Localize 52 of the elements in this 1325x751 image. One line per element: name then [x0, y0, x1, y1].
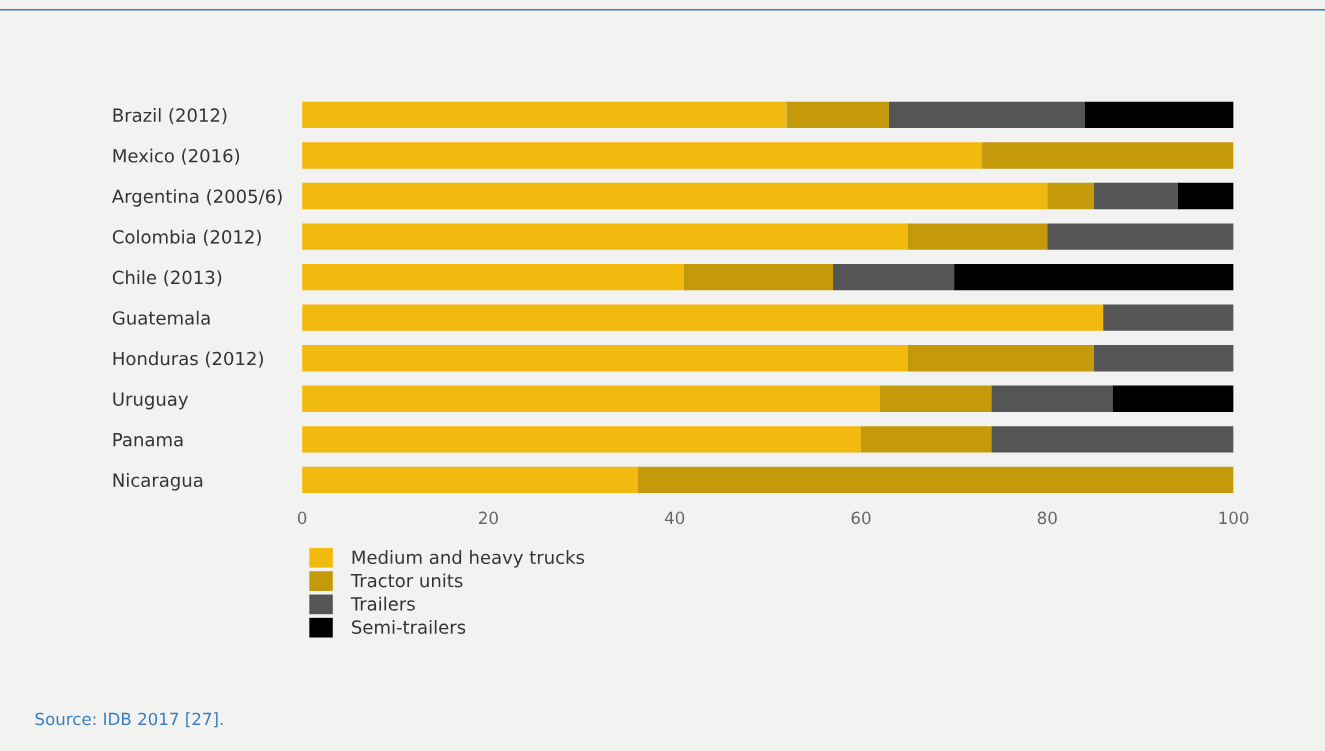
bar: [302, 385, 880, 412]
y-tick-label: Argentina (2005/6): [111, 189, 282, 207]
bar: [302, 101, 787, 129]
bar: [302, 263, 684, 291]
bar: [786, 101, 889, 129]
bar: [860, 426, 992, 453]
y-tick-label: Brazil (2012): [113, 108, 227, 125]
bar: [1103, 304, 1234, 331]
bar: [302, 466, 638, 494]
y-tick-label: Panama: [113, 433, 183, 447]
y-tick-label: Nicaragua: [113, 473, 203, 491]
legend-label: Tractor units: [350, 573, 463, 588]
legend-label: Medium and heavy trucks: [352, 550, 585, 568]
bar: [833, 263, 955, 291]
bar: [991, 426, 1234, 453]
bar: [991, 385, 1113, 412]
bar: [907, 345, 1094, 372]
y-tick-label: Honduras (2012): [113, 351, 263, 368]
bar: [1093, 345, 1234, 372]
legend-label: Trailers: [350, 596, 415, 611]
bar: [302, 142, 983, 169]
bar: [982, 142, 1234, 169]
bar: [1047, 223, 1234, 250]
bar: [302, 345, 908, 372]
bar: [302, 223, 908, 250]
legend-label: Semi-trailers: [352, 619, 466, 634]
bar: [1093, 182, 1178, 210]
bar: [302, 182, 1048, 210]
bar: [879, 385, 992, 412]
source-note: Source: IDB 2017 [27].: [35, 712, 223, 728]
bar: [907, 223, 1048, 250]
bar: [684, 263, 834, 291]
y-tick-label: Mexico (2016): [113, 148, 240, 165]
bar: [302, 304, 1104, 331]
x-tick-label: 20: [479, 511, 498, 525]
bar: [302, 426, 861, 453]
x-tick-label: 100: [1219, 511, 1249, 525]
x-tick-label: 0: [297, 511, 307, 525]
bar: [1112, 385, 1234, 412]
y-tick-label: Colombia (2012): [112, 229, 261, 246]
bar: [954, 263, 1234, 291]
bar: [637, 466, 1234, 494]
bar: [1177, 182, 1234, 210]
x-tick-label: 60: [851, 511, 871, 525]
y-tick-label: Guatemala: [112, 310, 210, 325]
bar: [1084, 101, 1234, 129]
x-tick-label: 80: [1037, 511, 1057, 525]
x-tick-label: 40: [664, 511, 685, 525]
bar: [1047, 182, 1094, 210]
bar: [888, 101, 1085, 129]
y-tick-label: Uruguay: [113, 392, 189, 410]
y-tick-label: Chile (2013): [112, 270, 222, 287]
